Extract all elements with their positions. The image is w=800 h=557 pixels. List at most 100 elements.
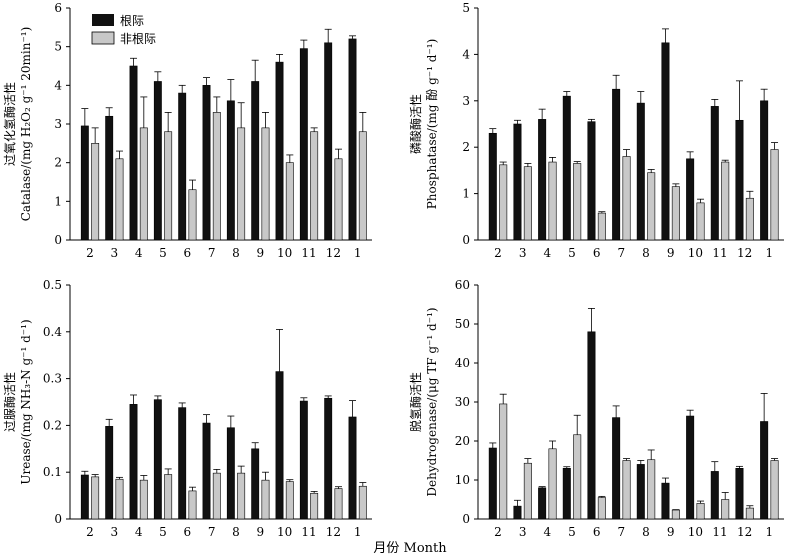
- x-tick-label: 2: [494, 246, 502, 260]
- x-tick-label: 10: [277, 246, 292, 260]
- x-tick-label: 1: [766, 525, 774, 539]
- legend: 根际 非根际: [91, 14, 156, 46]
- y-tick-label: 10: [455, 473, 470, 487]
- x-tick-label: 4: [544, 246, 552, 260]
- x-tick-label: 12: [737, 246, 752, 260]
- x-tick-label: 11: [301, 525, 316, 539]
- bar-non-rhizosphere: [91, 476, 100, 520]
- bar-rhizosphere: [299, 400, 308, 520]
- y-tick-label: 0: [54, 512, 62, 526]
- legend-swatch-rhizosphere: [92, 14, 114, 26]
- bar-rhizosphere: [202, 85, 211, 241]
- y-axis-label-en: Catalase/(mg H₂O₂ g⁻¹ 20min⁻¹): [19, 27, 33, 222]
- bar-rhizosphere: [275, 61, 284, 241]
- x-tick-label: 10: [277, 525, 292, 539]
- bar-non-rhizosphere: [237, 472, 246, 520]
- bar-non-rhizosphere: [647, 459, 656, 520]
- x-tick-label: 1: [766, 246, 774, 260]
- bar-rhizosphere: [513, 123, 522, 241]
- bar-rhizosphere: [348, 416, 357, 520]
- bar-rhizosphere: [710, 106, 719, 241]
- bar-non-rhizosphere: [548, 448, 557, 520]
- bar-rhizosphere: [153, 81, 162, 241]
- bar-non-rhizosphere: [573, 434, 582, 520]
- x-tick-label: 8: [232, 246, 240, 260]
- bar-rhizosphere: [105, 115, 114, 241]
- bar-rhizosphere: [735, 119, 744, 241]
- bar-rhizosphere: [202, 422, 211, 520]
- bar-non-rhizosphere: [212, 112, 221, 241]
- x-tick-label: 9: [257, 525, 265, 539]
- bar-rhizosphere: [562, 95, 571, 241]
- x-tick-label: 6: [184, 246, 192, 260]
- legend-label-rhizosphere: 根际: [120, 14, 144, 28]
- bar-rhizosphere: [686, 415, 695, 520]
- y-tick-label: 0.1: [43, 465, 62, 479]
- x-tick-label: 1: [354, 246, 362, 260]
- x-tick-label: 6: [593, 525, 601, 539]
- bar-rhizosphere: [226, 427, 235, 520]
- x-tick-label: 7: [618, 525, 626, 539]
- x-tick-label: 10: [688, 246, 703, 260]
- bar-non-rhizosphere: [647, 172, 656, 241]
- bar-non-rhizosphere: [622, 156, 631, 241]
- bar-rhizosphere: [538, 487, 547, 520]
- y-tick-label: 0: [462, 512, 470, 526]
- bar-non-rhizosphere: [310, 131, 319, 241]
- x-axis-title: 月份 Month: [373, 541, 447, 556]
- x-tick-label: 11: [712, 525, 727, 539]
- y-tick-label: 0.3: [43, 372, 62, 386]
- bar-non-rhizosphere: [770, 149, 779, 241]
- bar-rhizosphere: [686, 158, 695, 241]
- bar-rhizosphere: [80, 125, 89, 241]
- x-tick-label: 9: [667, 246, 675, 260]
- x-tick-label: 8: [642, 246, 650, 260]
- x-tick-label: 9: [257, 246, 265, 260]
- dehydrogenase-panel: 0 10 20 30 40 50 60 脱氢酶活性 Dehydrogenase/(μg TF g…: [408, 278, 784, 539]
- y-axis-label-cn: 磷酸酶活性: [408, 94, 423, 154]
- bar-rhizosphere: [612, 88, 621, 241]
- bar-non-rhizosphere: [622, 460, 631, 520]
- bar-rhizosphere: [710, 471, 719, 520]
- bar-rhizosphere: [513, 505, 522, 520]
- bar-non-rhizosphere: [358, 485, 367, 520]
- y-tick-label: 3: [462, 94, 470, 108]
- bar-rhizosphere: [226, 100, 235, 241]
- bar-non-rhizosphere: [310, 492, 319, 520]
- bar-non-rhizosphere: [334, 158, 343, 241]
- bar-rhizosphere: [251, 81, 260, 241]
- bar-non-rhizosphere: [573, 163, 582, 241]
- bar-rhizosphere: [661, 42, 670, 241]
- bar-rhizosphere: [661, 482, 670, 520]
- y-tick-label: 0: [54, 233, 62, 247]
- x-tick-label: 4: [135, 246, 143, 260]
- x-tick-label: 10: [688, 525, 703, 539]
- y-tick-label: 30: [455, 395, 470, 409]
- legend-swatch-non-rhizosphere: [91, 31, 115, 45]
- bar-rhizosphere: [562, 467, 571, 520]
- x-tick-label: 3: [519, 246, 527, 260]
- bar-non-rhizosphere: [696, 202, 705, 241]
- bar-rhizosphere: [178, 407, 187, 520]
- x-tick-label: 4: [544, 525, 552, 539]
- bar-non-rhizosphere: [237, 127, 246, 241]
- bar-non-rhizosphere: [285, 162, 294, 241]
- bar-rhizosphere: [105, 426, 114, 520]
- bar-rhizosphere: [80, 474, 89, 520]
- bar-non-rhizosphere: [139, 127, 148, 241]
- bar-non-rhizosphere: [523, 166, 532, 241]
- bar-non-rhizosphere: [188, 490, 197, 520]
- y-tick-label: 5: [54, 40, 62, 54]
- bar-non-rhizosphere: [261, 127, 270, 241]
- y-tick-label: 20: [455, 434, 470, 448]
- bar-rhizosphere: [636, 102, 645, 241]
- y-tick-label: 2: [54, 156, 62, 170]
- bar-rhizosphere: [760, 421, 769, 520]
- x-tick-label: 7: [208, 525, 216, 539]
- bar-non-rhizosphere: [597, 497, 606, 520]
- y-tick-label: 5: [462, 1, 470, 15]
- bar-non-rhizosphere: [115, 478, 124, 520]
- y-tick-label: 40: [455, 356, 470, 370]
